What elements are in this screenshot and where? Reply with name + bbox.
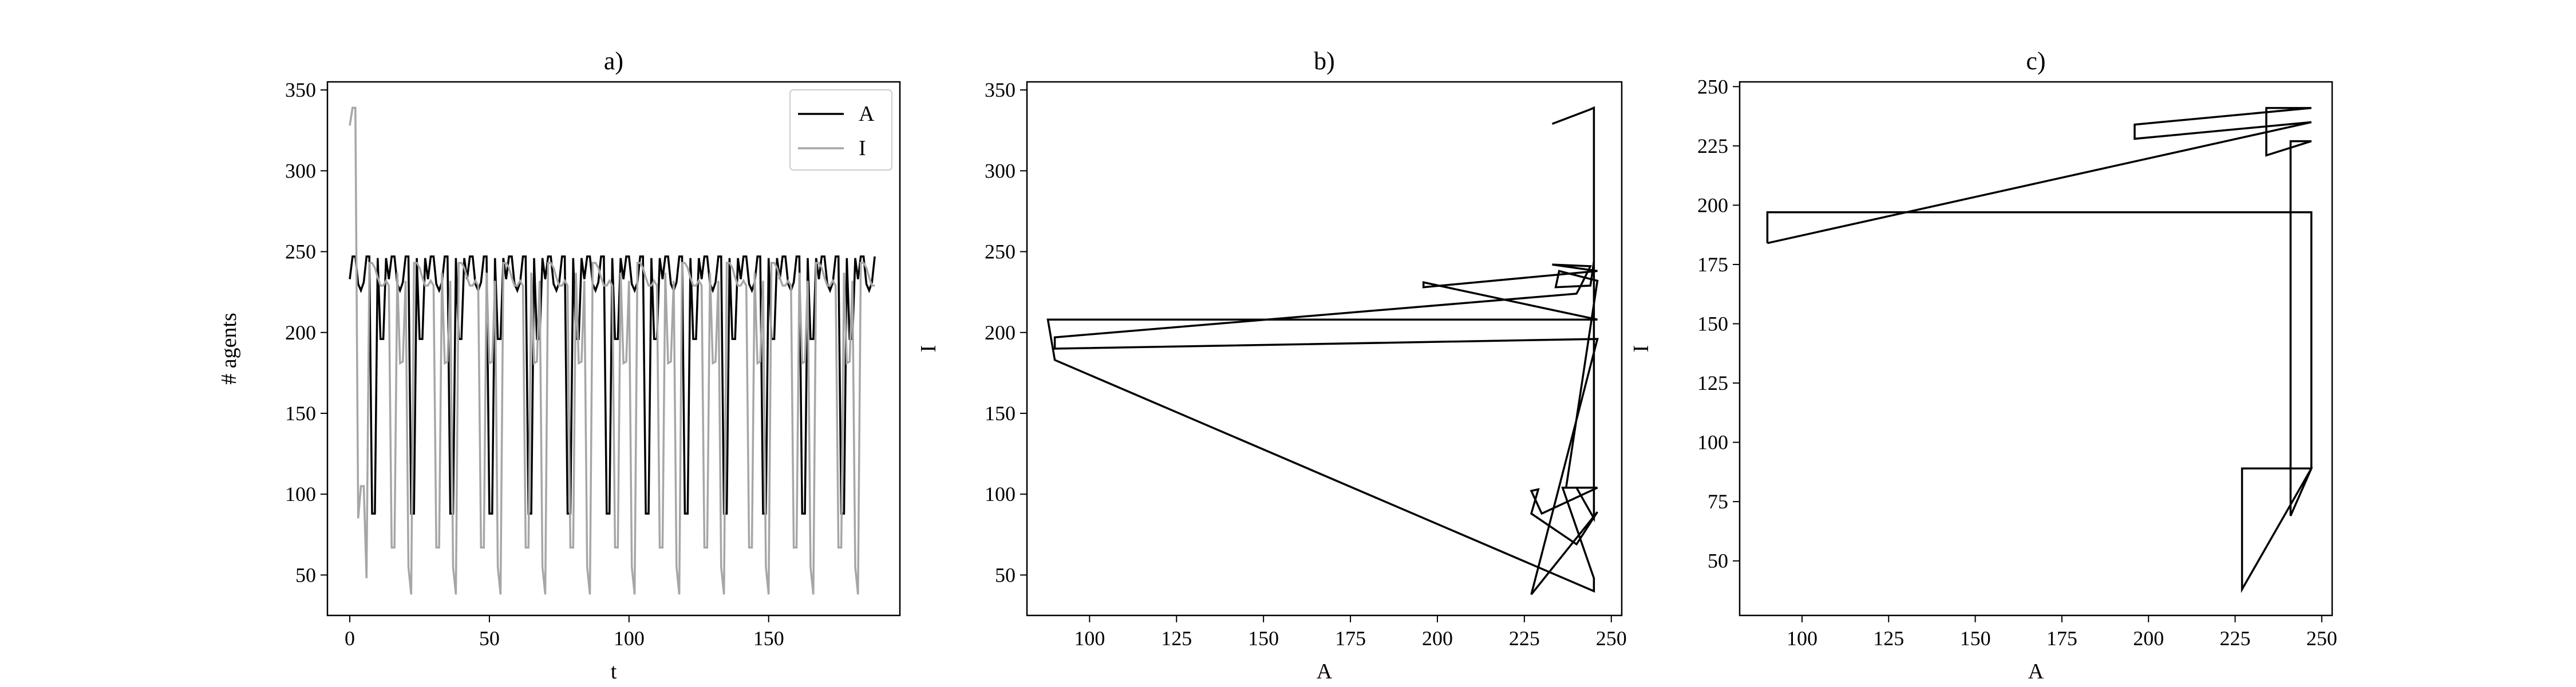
- y-axis-label: I: [916, 345, 941, 353]
- y-tick-label: 175: [1697, 253, 1728, 276]
- x-tick-label: 225: [1509, 627, 1540, 650]
- series-line-I: [349, 106, 875, 595]
- y-tick-label: 200: [985, 321, 1016, 344]
- y-tick-label: 125: [1697, 372, 1728, 394]
- y-tick-label: 100: [1697, 431, 1728, 454]
- y-tick-label: 350: [985, 78, 1016, 101]
- x-tick-label: 250: [2306, 627, 2337, 650]
- legend-label-I: I: [859, 136, 866, 160]
- y-tick-label: 300: [985, 159, 1016, 182]
- y-tick-label: 200: [1697, 194, 1728, 216]
- panel-title: b): [1314, 47, 1335, 75]
- y-tick-label: 50: [295, 563, 316, 586]
- x-axis-label: t: [611, 660, 617, 684]
- plot-frame: [1739, 81, 2333, 617]
- y-tick-label: 50: [995, 563, 1016, 586]
- x-tick-label: 150: [753, 627, 784, 650]
- series-line-1: [1046, 106, 1599, 595]
- y-axis-label: # agents: [217, 313, 241, 385]
- y-tick-label: 150: [285, 402, 316, 425]
- x-tick-label: 100: [614, 627, 645, 650]
- panel-title: c): [2026, 47, 2045, 75]
- panel-1: 0 50 100 150 50 100 150 200 250 300 350 a) t # agents…: [217, 47, 901, 684]
- x-tick-label: 175: [2046, 627, 2077, 650]
- y-tick-label: 100: [285, 483, 316, 506]
- x-tick-label: 150: [1960, 627, 1991, 650]
- panel-title: a): [604, 47, 623, 75]
- x-tick-label: 250: [1596, 627, 1627, 650]
- x-tick-label: 200: [2133, 627, 2164, 650]
- x-tick-label: 225: [2220, 627, 2251, 650]
- y-tick-label: 150: [985, 402, 1016, 425]
- plot-frame: [326, 81, 901, 617]
- y-tick-label: 300: [285, 159, 316, 182]
- y-tick-label: 200: [285, 321, 316, 344]
- x-tick-label: 0: [345, 627, 355, 650]
- y-tick-label: 250: [285, 240, 316, 263]
- panel-3: 100 125 150 175 200 225 250 50 75 100 125 150 175 200…: [1629, 47, 2337, 684]
- y-tick-label: 150: [1697, 313, 1728, 335]
- x-tick-label: 125: [1161, 627, 1192, 650]
- y-tick-label: 350: [285, 78, 316, 101]
- series-line-1: [1766, 106, 2313, 593]
- x-tick-label: 100: [1074, 627, 1105, 650]
- x-tick-label: 175: [1335, 627, 1366, 650]
- y-axis-label: I: [1629, 345, 1653, 353]
- legend: AI: [789, 89, 892, 171]
- series-line-A: [349, 255, 876, 515]
- legend-label-A: A: [859, 102, 875, 126]
- x-axis-label: A: [1317, 660, 1333, 684]
- y-tick-label: 50: [1708, 550, 1728, 572]
- legend-box: [789, 89, 892, 171]
- y-tick-label: 250: [1697, 75, 1728, 98]
- x-tick-label: 50: [479, 627, 500, 650]
- panel-2: 100 125 150 175 200 225 250 50 100 150 200 250 300 35…: [916, 47, 1627, 684]
- y-tick-label: 100: [985, 483, 1016, 506]
- x-tick-label: 125: [1873, 627, 1904, 650]
- x-tick-label: 150: [1248, 627, 1279, 650]
- x-tick-label: 200: [1422, 627, 1453, 650]
- y-tick-label: 250: [985, 240, 1016, 263]
- y-tick-label: 225: [1697, 135, 1728, 157]
- x-axis-label: A: [2028, 660, 2044, 684]
- x-tick-label: 100: [1787, 627, 1818, 650]
- y-tick-label: 75: [1708, 490, 1728, 513]
- plot-frame: [1026, 81, 1623, 617]
